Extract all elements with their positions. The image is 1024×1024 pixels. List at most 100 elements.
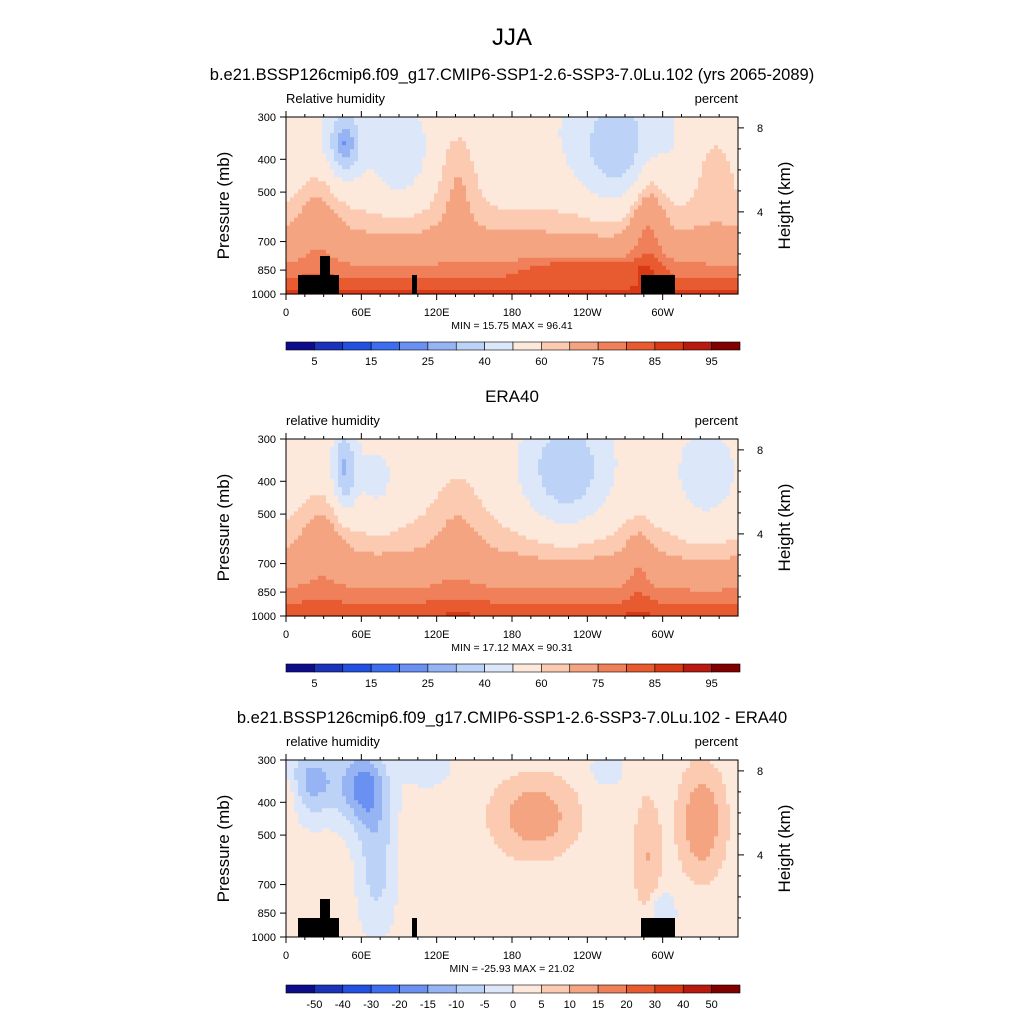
heatmap-cell — [710, 233, 715, 239]
heatmap-cell — [586, 121, 591, 126]
heatmap-cell — [614, 197, 619, 203]
heatmap-cell — [526, 189, 531, 195]
heatmap-cell — [438, 265, 443, 271]
heatmap-cell — [666, 265, 671, 271]
heatmap-cell — [366, 189, 371, 195]
heatmap-cell — [622, 205, 627, 211]
heatmap-cell — [302, 193, 307, 199]
heatmap-cell — [462, 261, 467, 267]
heatmap-cell — [390, 181, 395, 186]
heatmap-cell — [286, 197, 291, 203]
heatmap-cell — [406, 237, 411, 243]
heatmap-cell — [594, 141, 599, 146]
heatmap-cell — [614, 129, 619, 134]
heatmap-cell — [446, 213, 451, 219]
heatmap-cell — [670, 117, 675, 122]
heatmap-cell — [534, 229, 539, 235]
heatmap-cell — [610, 225, 615, 231]
heatmap-cell — [462, 137, 467, 142]
heatmap-cell — [362, 185, 367, 191]
heatmap-cell — [630, 133, 635, 138]
heatmap-cell — [614, 141, 619, 146]
heatmap-cell — [634, 121, 639, 126]
heatmap-cell — [506, 173, 511, 178]
heatmap-cell — [394, 265, 399, 271]
heatmap-cell — [610, 165, 615, 170]
heatmap-cell — [378, 289, 383, 295]
heatmap-cell — [586, 241, 591, 247]
heatmap-cell — [706, 261, 711, 267]
heatmap-cell — [302, 233, 307, 239]
heatmap-cell — [698, 133, 703, 138]
heatmap-cell — [734, 173, 739, 178]
heatmap-cell — [502, 141, 507, 146]
heatmap-cell — [394, 289, 399, 295]
heatmap-cell — [706, 193, 711, 199]
heatmap-cell — [294, 193, 299, 199]
heatmap-cell — [614, 133, 619, 138]
heatmap-cell — [546, 285, 551, 291]
heatmap-cell — [494, 117, 499, 122]
heatmap-cell — [350, 245, 355, 251]
heatmap-cell — [678, 137, 683, 142]
heatmap-cell — [634, 177, 639, 182]
heatmap-cell — [438, 129, 443, 134]
heatmap-cell — [466, 221, 471, 227]
heatmap-cell — [426, 221, 431, 227]
heatmap-cell — [382, 261, 387, 267]
heatmap-cell — [606, 217, 611, 223]
heatmap-cell — [342, 133, 347, 138]
heatmap-cell — [398, 197, 403, 203]
heatmap-cell — [554, 237, 559, 243]
heatmap-cell — [530, 181, 535, 186]
heatmap-cell — [522, 253, 527, 259]
heatmap-cell — [482, 121, 487, 126]
heatmap-cell — [338, 237, 343, 243]
heatmap-cell — [578, 237, 583, 243]
heatmap-cell — [306, 221, 311, 227]
heatmap-cell — [574, 141, 579, 146]
heatmap-cell — [510, 265, 515, 271]
heatmap-cell — [542, 133, 547, 138]
heatmap-cell — [594, 133, 599, 138]
heatmap-cell — [670, 221, 675, 227]
heatmap-cell — [382, 273, 387, 279]
heatmap-cell — [518, 173, 523, 178]
heatmap-cell — [450, 209, 455, 215]
heatmap-cell — [622, 201, 627, 207]
heatmap-cell — [430, 157, 435, 162]
heatmap-cell — [574, 209, 579, 215]
heatmap-cell — [386, 233, 391, 239]
heatmap-cell — [662, 173, 667, 178]
heatmap-cell — [566, 229, 571, 235]
heatmap-cell — [290, 121, 295, 126]
heatmap-cell — [586, 217, 591, 223]
heatmap-cell — [302, 249, 307, 255]
heatmap-cell — [390, 177, 395, 182]
heatmap-cell — [342, 245, 347, 251]
heatmap-cell — [734, 153, 739, 158]
heatmap-cell — [454, 261, 459, 267]
heatmap-cell — [382, 193, 387, 199]
heatmap-cell — [602, 249, 607, 255]
heatmap-cell — [330, 129, 335, 134]
heatmap-cell — [694, 237, 699, 243]
heatmap-cell — [570, 213, 575, 219]
heatmap-cell — [374, 169, 379, 174]
heatmap-cell — [314, 125, 319, 130]
heatmap-cell — [418, 261, 423, 267]
heatmap-cell — [570, 237, 575, 243]
heatmap-cell — [454, 213, 459, 219]
heatmap-cell — [366, 173, 371, 178]
heatmap-cell — [286, 137, 291, 142]
heatmap-cell — [662, 157, 667, 162]
heatmap-cell — [658, 161, 663, 166]
heatmap-cell — [570, 241, 575, 247]
heatmap-cell — [462, 153, 467, 158]
heatmap-cell — [534, 137, 539, 142]
heatmap-cell — [458, 137, 463, 142]
heatmap-cell — [438, 289, 443, 295]
heatmap-cell — [422, 233, 427, 239]
heatmap-cell — [618, 237, 623, 243]
heatmap-cell — [310, 149, 315, 154]
